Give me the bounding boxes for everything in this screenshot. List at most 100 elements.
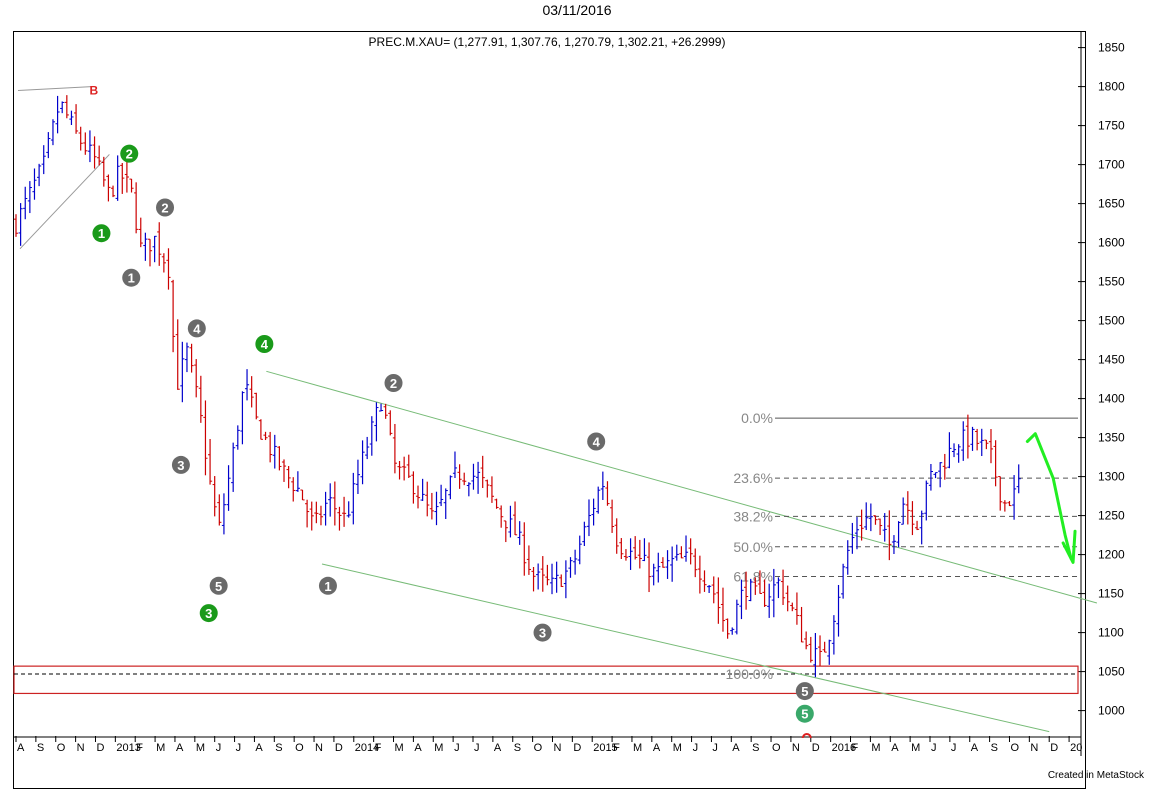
x-tick-label: A <box>255 742 263 754</box>
x-tick-label: M <box>196 742 205 754</box>
x-tick-label: 2014 <box>355 742 379 754</box>
wave-label: 2 <box>126 147 133 162</box>
x-tick-label: J <box>236 742 242 754</box>
x-tick-label: 2015 <box>593 742 617 754</box>
x-tick-label: A <box>414 742 422 754</box>
fib-label: 100.0% <box>726 666 773 682</box>
x-tick-label: D <box>335 742 343 754</box>
x-tick-label: A <box>732 742 740 754</box>
wave-label: 2 <box>161 201 168 216</box>
x-tick-label: N <box>315 742 323 754</box>
wave-label: 2 <box>390 376 397 391</box>
x-tick-label: M <box>633 742 642 754</box>
x-tick-label: M <box>434 742 443 754</box>
projection-arrowhead <box>1061 529 1077 564</box>
wave-label: 4 <box>261 337 269 352</box>
x-tick-label: N <box>1030 742 1038 754</box>
x-tick-label: F <box>852 742 859 754</box>
wave-label: 1 <box>98 226 105 241</box>
y-tick-label: 1000 <box>1098 704 1125 718</box>
x-tick-label: F <box>375 742 382 754</box>
fib-label: 61.8% <box>733 568 773 584</box>
wave-label: 4 <box>193 321 201 336</box>
wave-label: 3 <box>205 606 212 621</box>
wave-label-b: B <box>90 84 99 98</box>
x-tick-label: D <box>1050 742 1058 754</box>
wave-circle <box>587 432 606 451</box>
x-tick-label: O <box>772 742 781 754</box>
y-tick-label: 1650 <box>1098 197 1125 211</box>
x-tick-label: D <box>573 742 581 754</box>
y-tick-label: 1700 <box>1098 158 1125 172</box>
wave-label: 1 <box>324 579 331 594</box>
x-tick-label: J <box>931 742 937 754</box>
x-tick-label: J <box>951 742 957 754</box>
x-tick-label: S <box>37 742 44 754</box>
x-tick-label: O <box>57 742 66 754</box>
x-tick-label: A <box>653 742 661 754</box>
x-tick-label: M <box>673 742 682 754</box>
wedge-line <box>17 86 92 91</box>
x-tick-label: J <box>454 742 460 754</box>
x-tick-label: D <box>812 742 820 754</box>
wave-label: 5 <box>215 579 222 594</box>
y-tick-label: 1150 <box>1098 587 1124 601</box>
wedge-line <box>19 154 110 250</box>
x-tick-label: O <box>1010 742 1019 754</box>
x-tick-label: M <box>395 742 404 754</box>
fib-label: 23.6% <box>733 470 773 486</box>
wave-label: 5 <box>801 707 808 722</box>
support-zone-box <box>13 665 1079 695</box>
y-tick-label: 1350 <box>1098 431 1125 445</box>
x-tick-label: O <box>295 742 304 754</box>
projection-path <box>1025 432 1073 560</box>
x-tick-label: J <box>712 742 718 754</box>
x-tick-label: J <box>474 742 480 754</box>
wave-circle <box>92 224 111 243</box>
wave-circle <box>384 374 403 392</box>
y-tick-label: 1200 <box>1098 548 1125 562</box>
chart-frame <box>13 31 1086 789</box>
x-tick-label: A <box>176 742 184 754</box>
wave-label: 4 <box>593 435 601 450</box>
x-tick-label: 20 <box>1070 742 1082 754</box>
x-tick-label: N <box>553 742 561 754</box>
channel-lower-line <box>321 563 1050 733</box>
y-tick-label: 1250 <box>1098 509 1125 523</box>
x-tick-label: F <box>136 742 143 754</box>
fib-label: 50.0% <box>733 539 773 555</box>
wave-circle <box>122 268 141 287</box>
x-tick-label: M <box>911 742 920 754</box>
wave-circle <box>209 576 228 595</box>
credit-text: Created in MetaStock <box>1047 770 1144 781</box>
y-tick-label: 1850 <box>1098 41 1125 55</box>
chart-date: 03/11/2016 <box>542 2 612 18</box>
y-tick-label: 1500 <box>1098 314 1125 328</box>
wave-circle <box>120 144 139 163</box>
wave-circle <box>199 604 218 623</box>
x-tick-label: S <box>991 742 998 754</box>
y-tick-label: 1100 <box>1098 626 1124 640</box>
red-arc-mark <box>801 733 812 739</box>
wave-circle <box>255 335 274 353</box>
x-tick-label: J <box>693 742 699 754</box>
x-tick-label: S <box>514 742 521 754</box>
wave-label: 1 <box>128 271 135 286</box>
wave-label: 5 <box>801 684 808 699</box>
x-tick-label: D <box>96 742 104 754</box>
wave-circle <box>533 623 552 642</box>
y-tick-label: 1600 <box>1098 236 1125 250</box>
x-tick-label: 2016 <box>832 742 856 754</box>
x-tick-label: A <box>17 742 25 754</box>
wave-circle <box>171 455 190 474</box>
fib-label: 38.2% <box>733 508 773 524</box>
x-tick-label: M <box>871 742 880 754</box>
x-tick-label: O <box>534 742 543 754</box>
x-tick-label: A <box>891 742 899 754</box>
y-tick-label: 1450 <box>1098 353 1125 367</box>
wave-label: 3 <box>177 458 184 473</box>
wave-circle <box>795 682 814 701</box>
x-tick-label: 2013 <box>116 742 140 754</box>
wave-circle <box>318 576 337 595</box>
